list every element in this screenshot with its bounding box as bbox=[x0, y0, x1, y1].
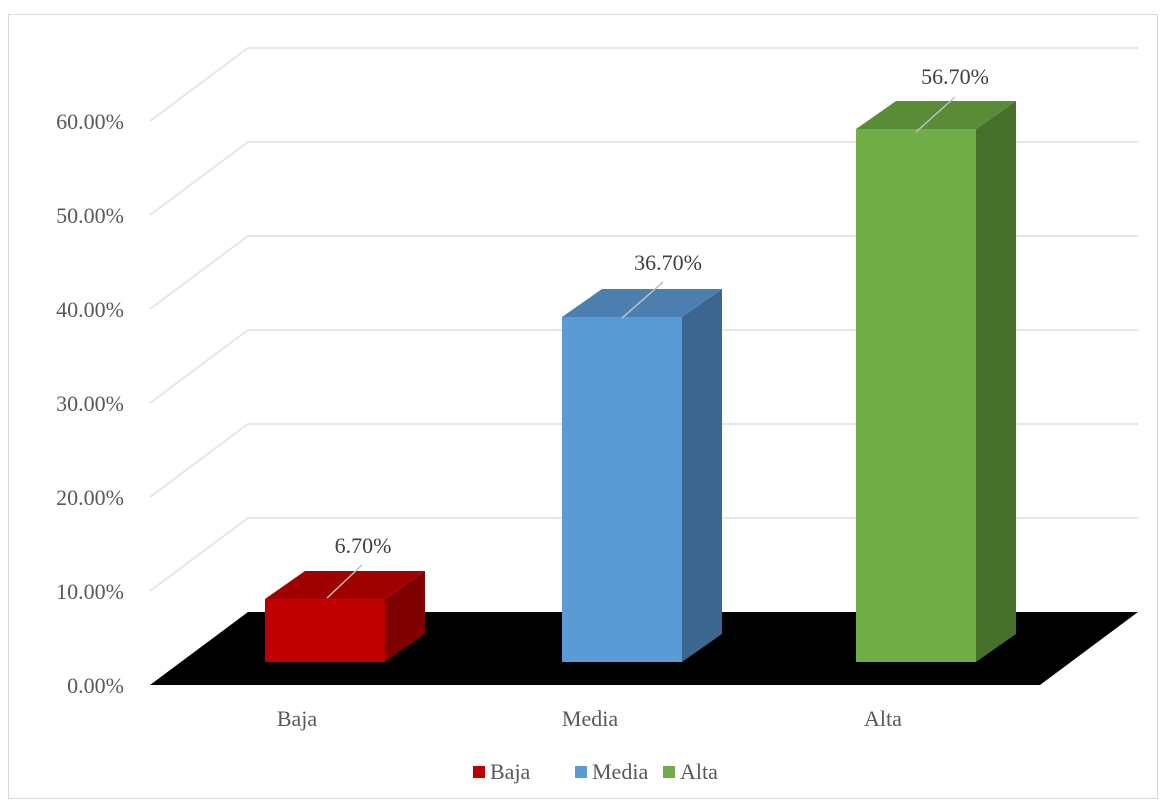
bars bbox=[265, 101, 1016, 662]
gridlines bbox=[149, 47, 1138, 592]
bar-media bbox=[562, 289, 722, 662]
gridline bbox=[149, 235, 1138, 310]
y-tick-label: 10.00% bbox=[56, 579, 124, 604]
legend: Baja Media Alta bbox=[473, 759, 718, 784]
x-category-label: Baja bbox=[277, 706, 318, 731]
gridline bbox=[149, 329, 1138, 404]
bar-baja bbox=[265, 571, 425, 662]
y-tick-label: 50.00% bbox=[56, 203, 124, 228]
legend-label: Media bbox=[592, 759, 648, 784]
bar-side-face bbox=[385, 571, 425, 662]
bar-front-face bbox=[856, 129, 976, 662]
gridline bbox=[149, 141, 1138, 216]
data-label: 56.70% bbox=[921, 64, 989, 89]
legend-swatch bbox=[473, 766, 485, 778]
bar-alta bbox=[856, 101, 1016, 662]
gridline bbox=[149, 517, 1138, 592]
y-axis-tick-labels: 0.00% 10.00% 20.00% 30.00% 40.00% 50.00% 60.00… bbox=[56, 109, 124, 698]
legend-item-alta: Alta bbox=[663, 759, 718, 784]
bar-side-face bbox=[682, 289, 722, 662]
x-axis-category-labels: Baja Media Alta bbox=[277, 706, 902, 731]
y-tick-label: 30.00% bbox=[56, 391, 124, 416]
x-category-label: Alta bbox=[864, 706, 902, 731]
data-label: 36.70% bbox=[634, 250, 702, 275]
y-tick-label: 20.00% bbox=[56, 485, 124, 510]
data-label-leader bbox=[915, 96, 956, 133]
data-label-leader bbox=[326, 564, 363, 599]
bar-top-face bbox=[562, 289, 722, 318]
data-labels: 6.70% 36.70% 56.70% bbox=[326, 64, 989, 599]
legend-item-media: Media bbox=[575, 759, 648, 784]
legend-swatch bbox=[663, 766, 675, 778]
legend-label: Alta bbox=[680, 759, 718, 784]
y-tick-label: 0.00% bbox=[67, 673, 124, 698]
y-tick-label: 40.00% bbox=[56, 297, 124, 322]
bar-front-face bbox=[265, 599, 385, 662]
bar-side-face bbox=[976, 101, 1016, 662]
x-category-label: Media bbox=[562, 706, 618, 731]
legend-label: Baja bbox=[490, 759, 531, 784]
gridline bbox=[149, 423, 1138, 498]
bar-front-face bbox=[562, 317, 682, 662]
y-tick-label: 60.00% bbox=[56, 109, 124, 134]
data-label-leader bbox=[621, 281, 664, 319]
legend-item-baja: Baja bbox=[473, 759, 531, 784]
data-label: 6.70% bbox=[335, 533, 392, 558]
legend-swatch bbox=[575, 766, 587, 778]
gridline bbox=[149, 47, 1138, 122]
bar-top-face bbox=[265, 571, 425, 600]
